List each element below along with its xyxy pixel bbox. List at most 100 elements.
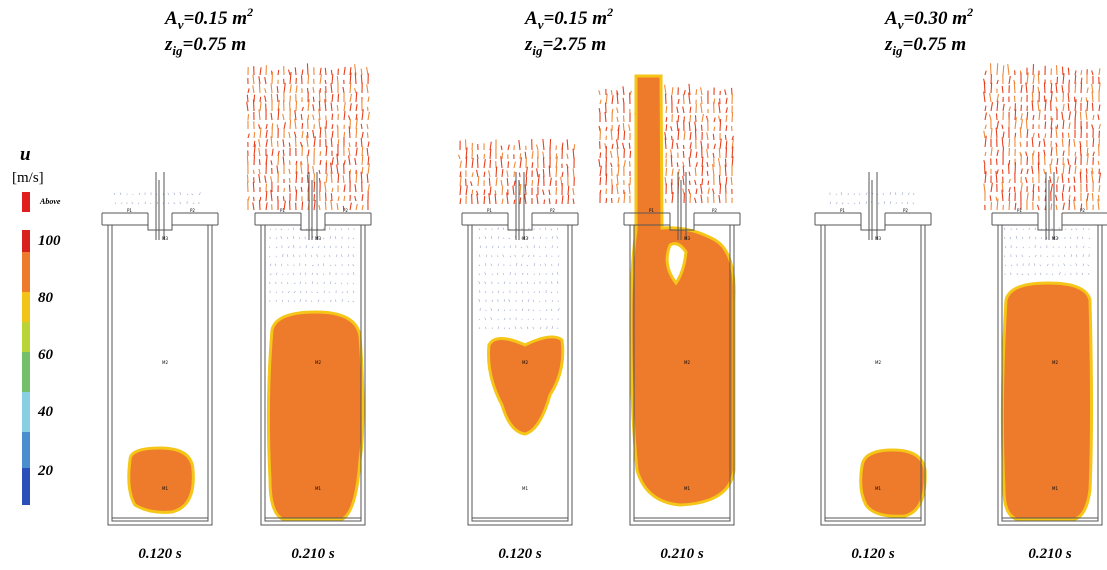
velocity-arrow [350,83,351,93]
velocity-arrow [1075,156,1076,165]
velocity-arrow [1029,256,1030,257]
velocity-arrow [884,201,885,204]
velocity-arrow [248,88,249,93]
velocity-arrow [519,173,520,177]
velocity-arrow [504,318,505,320]
velocity-arrow [562,195,563,204]
velocity-arrow [492,292,493,293]
velocity-arrow [714,144,715,149]
velocity-arrow [516,263,517,266]
velocity-arrow [866,193,867,195]
velocity-arrow [335,299,336,302]
time-label: 0.210 s [291,546,335,562]
probe-label: M3 [684,236,690,241]
velocity-arrow [1044,83,1045,93]
velocity-arrow [520,184,521,195]
velocity-arrow [253,99,254,111]
superscript: 2 [606,5,613,19]
velocity-arrow [485,327,486,329]
velocity-arrow [1015,203,1016,210]
velocity-arrow [556,166,557,177]
velocity-arrow [503,273,504,275]
velocity-arrow [139,193,140,195]
probe-label: P2 [712,208,717,213]
velocity-arrow [551,292,552,293]
velocity-arrow [495,194,496,204]
velocity-arrow [1069,186,1070,192]
velocity-arrow [533,310,534,311]
velocity-arrow [996,128,997,138]
velocity-arrow [1023,247,1024,248]
velocity-arrow [485,318,486,320]
velocity-arrow [295,132,296,138]
velocity-arrow [713,134,714,140]
velocity-arrow [990,195,991,201]
probe-label: M3 [162,236,168,241]
velocity-arrow [330,236,331,239]
velocity-arrow [295,137,296,147]
velocity-arrow [312,273,313,275]
velocity-arrow [312,281,313,284]
velocity-arrow [1080,112,1081,120]
velocity-arrow [330,300,331,302]
velocity-arrow [1009,179,1010,183]
velocity-arrow [459,155,460,159]
velocity-arrow [1003,104,1004,111]
flange [255,213,371,230]
velocity-arrow [719,175,720,185]
velocity-arrow [1087,193,1088,201]
velocity-arrow [672,139,673,149]
velocity-arrow [1002,169,1003,174]
velocity-arrow [1027,193,1028,201]
velocity-arrow [690,149,691,158]
velocity-arrow [289,132,290,138]
velocity-arrow [1038,73,1039,84]
velocity-arrow [1065,246,1066,248]
velocity-arrow [683,151,684,158]
velocity-arrow [1034,263,1035,266]
probe-label: P2 [190,208,195,213]
velocity-arrow [1051,159,1052,165]
velocity-arrow [1069,111,1070,120]
velocity-arrow [543,157,544,168]
velocity-arrow [307,63,308,75]
velocity-arrow [294,291,295,293]
velocity-arrow [695,128,696,140]
velocity-arrow [319,170,320,174]
velocity-arrow [1062,174,1063,183]
velocity-arrow [1063,120,1064,129]
velocity-arrow [502,199,503,204]
velocity-arrow [546,255,547,257]
velocity-arrow [326,174,327,183]
velocity-arrow [708,181,709,185]
velocity-arrow [671,126,672,131]
velocity-arrow [545,263,546,266]
velocity-arrow [259,169,260,174]
velocity-arrow [1033,133,1034,138]
velocity-arrow [1035,255,1036,257]
velocity-arrow [479,237,480,239]
velocity-arrow [332,124,333,129]
velocity-arrow [690,115,691,122]
velocity-arrow [513,186,514,195]
velocity-arrow [323,238,324,239]
colorbar-tick: 20 [37,463,54,479]
velocity-arrow [302,131,303,138]
velocity-arrow [484,154,485,159]
velocity-arrow [606,94,607,104]
velocity-arrow [696,89,697,95]
velocity-arrow [271,160,272,165]
velocity-arrow [259,139,260,147]
velocity-arrow [895,192,896,195]
velocity-arrow [624,160,625,167]
velocity-arrow [320,160,321,165]
velocity-arrow [527,282,528,284]
velocity-arrow [671,182,672,194]
velocity-arrow [701,184,702,194]
velocity-arrow [480,246,481,248]
velocity-arrow [908,193,909,195]
velocity-arrow [677,162,678,167]
velocity-arrow [296,190,297,201]
velocity-arrow [666,117,667,122]
velocity-arrow [355,88,356,93]
